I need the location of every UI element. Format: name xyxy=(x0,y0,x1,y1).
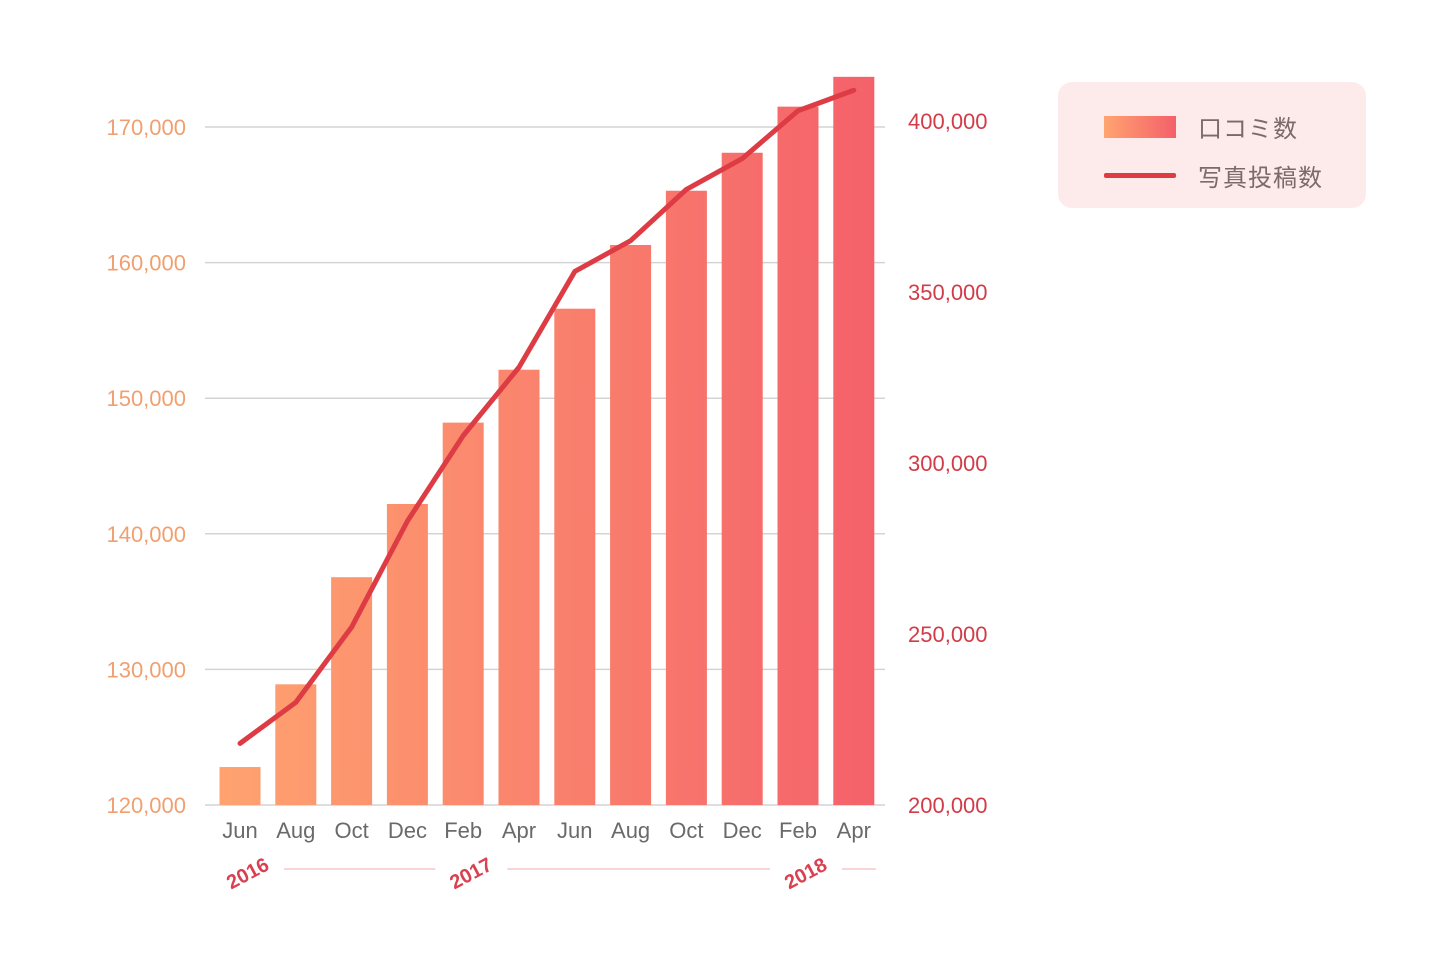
legend-item-line: 写真投稿数 xyxy=(1104,158,1323,193)
x-tick-label: Jun xyxy=(557,818,592,843)
year-label: 2016 xyxy=(223,854,273,894)
legend-bar-swatch xyxy=(1104,115,1176,138)
x-tick-label: Dec xyxy=(723,818,762,843)
line-path xyxy=(237,87,857,746)
right-tick-label: 350,000 xyxy=(908,280,988,305)
bar xyxy=(721,152,763,805)
x-tick-label: Oct xyxy=(669,818,703,843)
x-tick-label: Dec xyxy=(388,818,427,843)
year-label: 2017 xyxy=(446,854,496,894)
legend-item-bar: 口コミ数 xyxy=(1104,109,1298,144)
bar xyxy=(777,106,819,805)
x-tick-label: Apr xyxy=(837,818,871,843)
left-tick-label: 130,000 xyxy=(106,657,186,682)
left-tick-label: 160,000 xyxy=(106,251,186,276)
left-axis: 120,000 130,000 140,000 150,000 160,000 170,0… xyxy=(106,115,186,818)
x-tick-label: Oct xyxy=(334,818,368,843)
bar-series xyxy=(219,76,875,806)
bar xyxy=(665,190,707,805)
bar xyxy=(219,767,261,805)
bar xyxy=(386,503,428,805)
right-tick-label: 250,000 xyxy=(908,622,988,647)
bar xyxy=(833,76,875,805)
legend-line-label: 写真投稿数 xyxy=(1198,164,1323,192)
right-tick-label: 400,000 xyxy=(908,109,988,134)
right-axis: 200,000 250,000 300,000 350,000 400,000 xyxy=(908,109,988,818)
bar xyxy=(554,308,596,805)
x-tick-label: Aug xyxy=(611,818,650,843)
x-tick-label: Aug xyxy=(276,818,315,843)
right-tick-label: 200,000 xyxy=(908,793,988,818)
left-tick-label: 140,000 xyxy=(106,522,186,547)
x-tick-label: Jun xyxy=(222,818,257,843)
x-tick-label: Apr xyxy=(502,818,536,843)
year-labels: 2016 2017 2018 xyxy=(223,854,876,894)
bar xyxy=(331,577,373,805)
left-tick-label: 150,000 xyxy=(106,386,186,411)
year-label: 2018 xyxy=(781,854,831,894)
left-tick-label: 120,000 xyxy=(106,793,186,818)
left-tick-label: 170,000 xyxy=(106,115,186,140)
bar xyxy=(442,422,484,805)
bar xyxy=(498,369,540,805)
x-axis: Jun Aug Oct Dec Feb Apr Jun Aug Oct Dec Feb Apr xyxy=(222,818,871,843)
right-tick-label: 300,000 xyxy=(908,451,988,476)
legend: 口コミ数 写真投稿数 xyxy=(1058,82,1366,208)
bar xyxy=(610,244,652,806)
x-tick-label: Feb xyxy=(444,818,482,843)
legend-bar-label: 口コミ数 xyxy=(1198,115,1298,143)
legend-line-swatch xyxy=(1104,173,1176,178)
line-series xyxy=(237,87,857,746)
x-tick-label: Feb xyxy=(779,818,817,843)
